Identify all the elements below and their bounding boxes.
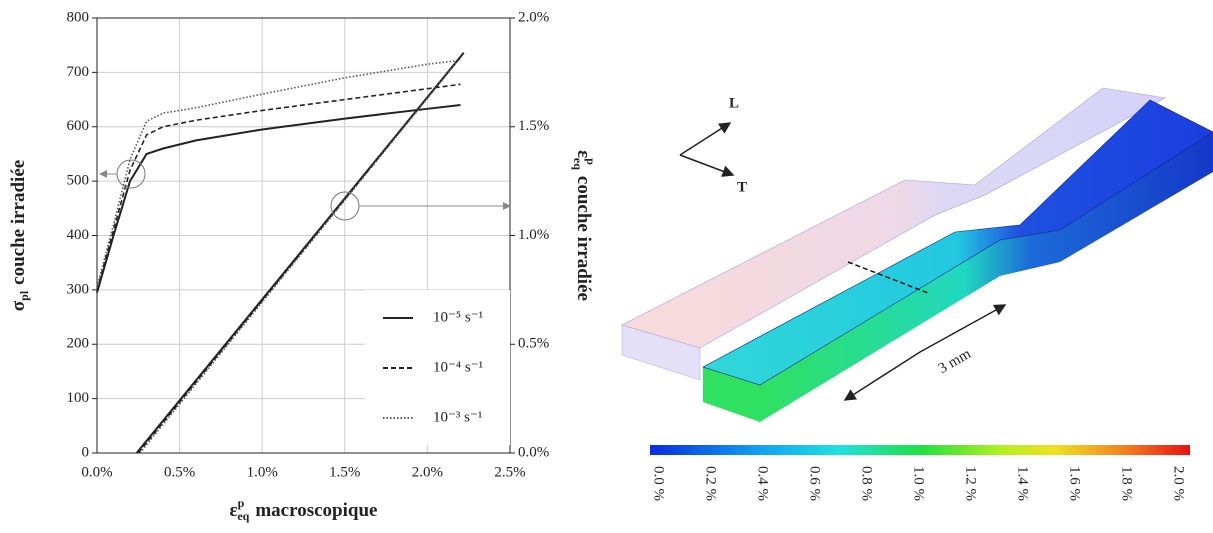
x-tick-label: 2.5% (494, 464, 525, 480)
y-tick-label: 400 (67, 227, 90, 243)
y-axis-label-part: pl (17, 290, 31, 301)
colorbar-tick-label: 0.6 % (807, 466, 823, 501)
legend-label: 10⁻³ s⁻¹ (433, 409, 482, 425)
legend-box (365, 290, 510, 445)
x-tick-label: 1.5% (329, 464, 360, 480)
colorbar (650, 445, 1190, 455)
y-axis-label-part: couche irradiée (8, 160, 29, 285)
axis-l-label: L (729, 95, 739, 111)
y2-axis-label-part: eq (571, 158, 585, 170)
colorbar-tick-label: 0.2 % (703, 466, 719, 501)
x-axis-label: εp eq macroscopique (230, 496, 378, 523)
y2-tick-label: 0.0% (518, 444, 549, 460)
x-tick-label: 1.0% (247, 464, 278, 480)
annotation-circle (116, 159, 146, 189)
plot-frame (96, 17, 511, 454)
y2-tick-label: 1.0% (518, 227, 549, 243)
colorbar-tick-label: 0.0 % (651, 466, 667, 501)
y2-axis-label-part: ε (573, 150, 594, 158)
y2-tick-label: 1.5% (518, 118, 549, 134)
y2-axis-label: εpeq couche irradiée (571, 150, 598, 301)
y2-axis-label-part: p (584, 158, 598, 165)
series-line (96, 83, 461, 291)
x-tick-label: 0.5% (164, 464, 195, 480)
y-axis-label-part: σ (8, 300, 29, 311)
chart: 0.0% 0.5% 1.0% 1.5% 2.0% 2.5% 0 100 200 300 400 500… (8, 9, 598, 522)
y-tick-label: 200 (67, 336, 90, 352)
y-tick-label: 700 (67, 64, 90, 80)
colorbar-tick-label: 1.8 % (1119, 466, 1135, 501)
scale-label: 3 mm (936, 346, 974, 377)
colorbar-tick-label: 1.6 % (1067, 466, 1083, 501)
axis-t-label: T (737, 179, 747, 195)
y-tick-label: 0 (82, 444, 90, 460)
y2-tick-label: 2.0% (518, 9, 549, 25)
series-line (96, 59, 461, 288)
x-axis-label-part: eq (237, 509, 249, 523)
series-line (96, 104, 461, 293)
x-tick-label: 0.0% (81, 464, 112, 480)
y2-tick-label: 0.5% (518, 336, 549, 352)
colorbar-tick-label: 2.0 % (1171, 466, 1187, 501)
x-axis-label-part: ε (230, 500, 238, 521)
x-axis-label-part: p (238, 496, 245, 510)
colorbar-tick-label: 1.0 % (911, 466, 927, 501)
colorbar-tick-label: 0.4 % (755, 466, 771, 501)
specimen-render: L T 3 mm (620, 87, 1213, 455)
y-tick-label: 500 (67, 173, 90, 189)
y-tick-label: 300 (67, 281, 90, 297)
y-axis-label: σpl couche irradiée (8, 160, 30, 311)
colorbar-tick-label: 0.8 % (859, 466, 875, 501)
legend-label: 10⁻⁴ s⁻¹ (433, 359, 483, 375)
colorbar-tick-label: 1.4 % (1015, 466, 1031, 501)
y2-axis-label-part: couche irradiée (573, 176, 594, 301)
legend-label: 10⁻⁵ s⁻¹ (433, 309, 483, 325)
y-tick-label: 800 (67, 9, 90, 25)
colorbar-tick-label: 1.2 % (963, 466, 979, 501)
x-tick-label: 2.0% (412, 464, 443, 480)
x-axis-label-part: macroscopique (255, 500, 377, 521)
y-tick-label: 600 (67, 118, 90, 134)
y-tick-label: 100 (67, 390, 90, 406)
